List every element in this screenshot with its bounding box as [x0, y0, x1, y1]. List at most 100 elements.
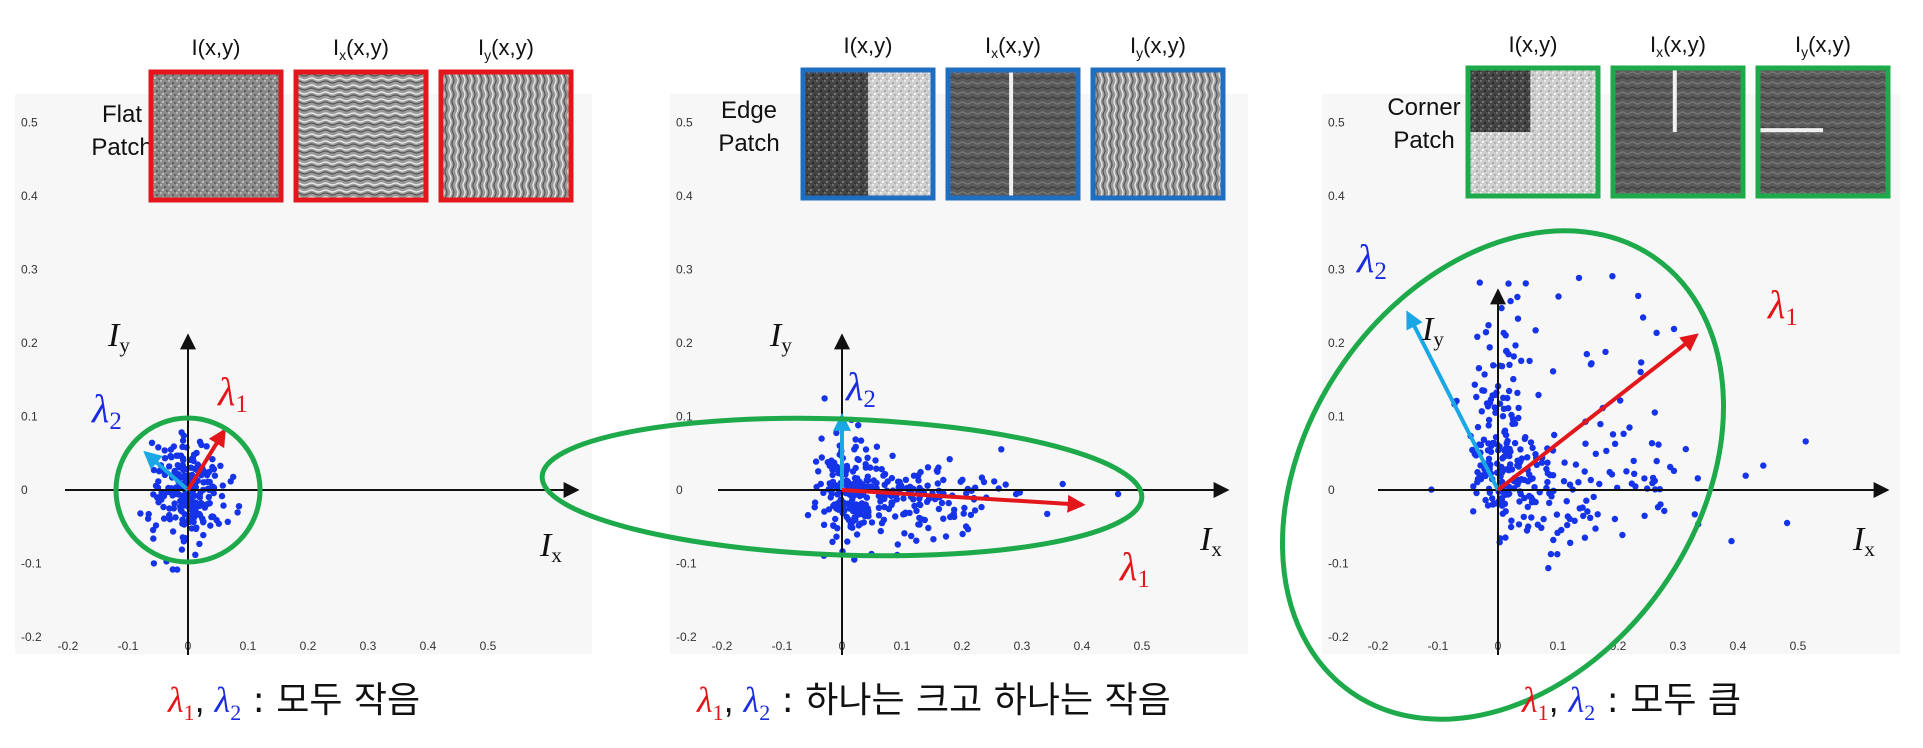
- scatter-point: [1561, 478, 1567, 484]
- scatter-point: [1743, 473, 1749, 479]
- scatter-point: [1596, 481, 1602, 487]
- scatter-point: [844, 477, 850, 483]
- scatter-point: [1638, 359, 1644, 365]
- scatter-point: [1573, 461, 1579, 467]
- scatter-point: [1591, 494, 1597, 500]
- scatter-point: [1550, 537, 1556, 543]
- scatter-point: [1515, 405, 1521, 411]
- scatter-point: [181, 538, 187, 544]
- scatter-point: [821, 508, 827, 514]
- scatter-point: [1728, 538, 1734, 544]
- y-tick-label: -0.1: [21, 557, 42, 571]
- scatter-point: [1554, 551, 1560, 557]
- patch-label: Flat: [102, 101, 142, 128]
- scatter-point: [1626, 424, 1632, 430]
- scatter-point: [180, 457, 186, 463]
- thumbnail-title: Iy(x,y): [1130, 33, 1186, 61]
- thumbnail-title: Iy(x,y): [1795, 32, 1851, 60]
- scatter-point: [1508, 412, 1514, 418]
- scatter-point: [1631, 471, 1637, 477]
- thumbnail-title: Ix(x,y): [1650, 32, 1706, 60]
- scatter-point: [935, 464, 941, 470]
- scatter-point: [1610, 431, 1616, 437]
- scatter-point: [1489, 495, 1495, 501]
- x-tick-label: 0.2: [300, 639, 317, 653]
- scatter-point: [191, 452, 197, 458]
- scatter-point: [1603, 448, 1609, 454]
- thumbnail-title: Iy(x,y): [478, 35, 534, 63]
- scatter-point: [1115, 491, 1121, 497]
- scatter-point: [827, 480, 833, 486]
- thumbnail-vline: Ix(x,y): [948, 33, 1078, 198]
- image-dark-corner: [1468, 68, 1530, 132]
- scatter-point: [1544, 479, 1550, 485]
- scatter-point: [1551, 432, 1557, 438]
- scatter-point: [1584, 351, 1590, 357]
- scatter-point: [161, 515, 167, 521]
- scatter-point: [1602, 349, 1608, 355]
- scatter-point: [906, 510, 912, 516]
- scatter-point: [854, 531, 860, 537]
- patch-label: Edge: [721, 97, 777, 124]
- scatter-point: [1512, 342, 1518, 348]
- thumbnail-edge: I(x,y): [803, 33, 933, 198]
- scatter-point: [1532, 327, 1538, 333]
- scatter-point: [1013, 491, 1019, 497]
- scatter-point: [961, 505, 967, 511]
- x-tick-label: 0.1: [240, 639, 257, 653]
- scatter-point: [1470, 508, 1476, 514]
- scatter-point: [910, 486, 916, 492]
- scatter-point: [155, 478, 161, 484]
- scatter-point: [863, 446, 869, 452]
- scatter-point: [1522, 436, 1528, 442]
- scatter-point: [1548, 551, 1554, 557]
- scatter-point: [936, 506, 942, 512]
- scatter-point: [1508, 524, 1514, 530]
- scatter-point: [230, 474, 236, 480]
- scatter-point: [225, 519, 231, 525]
- scatter-point: [212, 473, 218, 479]
- scatter-point: [1498, 305, 1504, 311]
- scatter-point: [173, 453, 179, 459]
- scatter-point: [188, 512, 194, 518]
- scatter-point: [844, 538, 850, 544]
- scatter-point: [1525, 523, 1531, 529]
- scatter-point: [940, 516, 946, 522]
- scatter-point: [1473, 394, 1479, 400]
- scatter-point: [853, 465, 859, 471]
- scatter-point: [150, 527, 156, 533]
- scatter-point: [895, 541, 901, 547]
- x-tick-label: 0.5: [480, 639, 497, 653]
- scatter-point: [819, 454, 825, 460]
- scatter-point: [170, 566, 176, 572]
- scatter-point: [863, 464, 869, 470]
- scatter-point: [207, 522, 213, 528]
- scatter-point: [1506, 362, 1512, 368]
- scatter-point: [862, 513, 868, 519]
- patch-label: Patch: [1393, 127, 1454, 154]
- x-tick-label: -0.1: [1428, 639, 1449, 653]
- scatter-point: [1671, 326, 1677, 332]
- scatter-point: [1649, 440, 1655, 446]
- scatter-point: [1760, 462, 1766, 468]
- thumbnail-vline-half: Ix(x,y): [1613, 32, 1743, 196]
- scatter-point: [1508, 518, 1514, 524]
- scatter-point: [1529, 499, 1535, 505]
- scatter-point: [1637, 369, 1643, 375]
- scatter-point: [1671, 468, 1677, 474]
- image-texture: [1613, 68, 1743, 196]
- scatter-point: [879, 466, 885, 472]
- x-tick-label: 0.5: [1790, 639, 1807, 653]
- scatter-point: [1518, 358, 1524, 364]
- scatter-point: [876, 512, 882, 518]
- scatter-point: [1483, 329, 1489, 335]
- image-light-half: [868, 70, 933, 198]
- scatter-point: [1567, 540, 1573, 546]
- scatter-point: [220, 502, 226, 508]
- scatter-point: [169, 492, 175, 498]
- scatter-point: [833, 534, 839, 540]
- scatter-point: [856, 522, 862, 528]
- scatter-point: [1554, 511, 1560, 517]
- scatter-point: [220, 482, 226, 488]
